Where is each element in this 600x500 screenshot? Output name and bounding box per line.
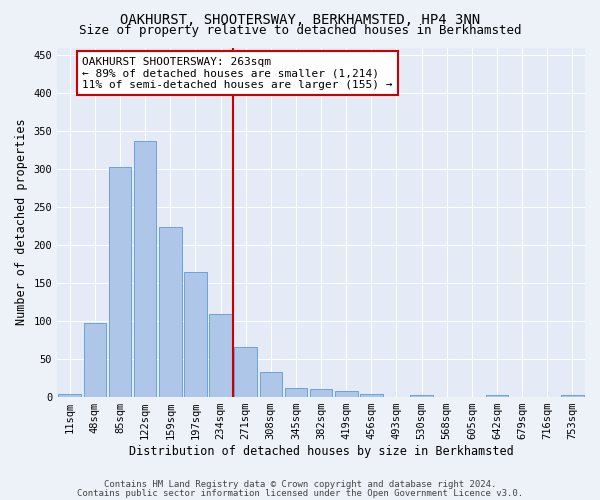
Bar bbox=[486, 395, 508, 396]
Y-axis label: Number of detached properties: Number of detached properties bbox=[15, 118, 28, 326]
Bar bbox=[561, 395, 584, 396]
Bar bbox=[109, 166, 131, 396]
Bar bbox=[235, 348, 257, 397]
Bar bbox=[284, 388, 307, 396]
Text: OAKHURST, SHOOTERSWAY, BERKHAMSTED, HP4 3NN: OAKHURST, SHOOTERSWAY, BERKHAMSTED, HP4 … bbox=[120, 12, 480, 26]
Bar bbox=[134, 141, 157, 397]
Bar bbox=[58, 394, 81, 396]
Text: Size of property relative to detached houses in Berkhamsted: Size of property relative to detached ho… bbox=[79, 24, 521, 37]
Text: Contains public sector information licensed under the Open Government Licence v3: Contains public sector information licen… bbox=[77, 488, 523, 498]
Bar bbox=[260, 372, 282, 396]
Text: OAKHURST SHOOTERSWAY: 263sqm
← 89% of detached houses are smaller (1,214)
11% of: OAKHURST SHOOTERSWAY: 263sqm ← 89% of de… bbox=[82, 56, 393, 90]
Bar bbox=[209, 314, 232, 396]
Bar bbox=[184, 272, 207, 396]
Bar bbox=[159, 226, 182, 396]
Bar bbox=[83, 323, 106, 396]
X-axis label: Distribution of detached houses by size in Berkhamsted: Distribution of detached houses by size … bbox=[129, 444, 514, 458]
Bar bbox=[360, 394, 383, 396]
Text: Contains HM Land Registry data © Crown copyright and database right 2024.: Contains HM Land Registry data © Crown c… bbox=[104, 480, 496, 489]
Bar bbox=[335, 392, 358, 396]
Bar bbox=[410, 395, 433, 396]
Bar bbox=[310, 389, 332, 396]
